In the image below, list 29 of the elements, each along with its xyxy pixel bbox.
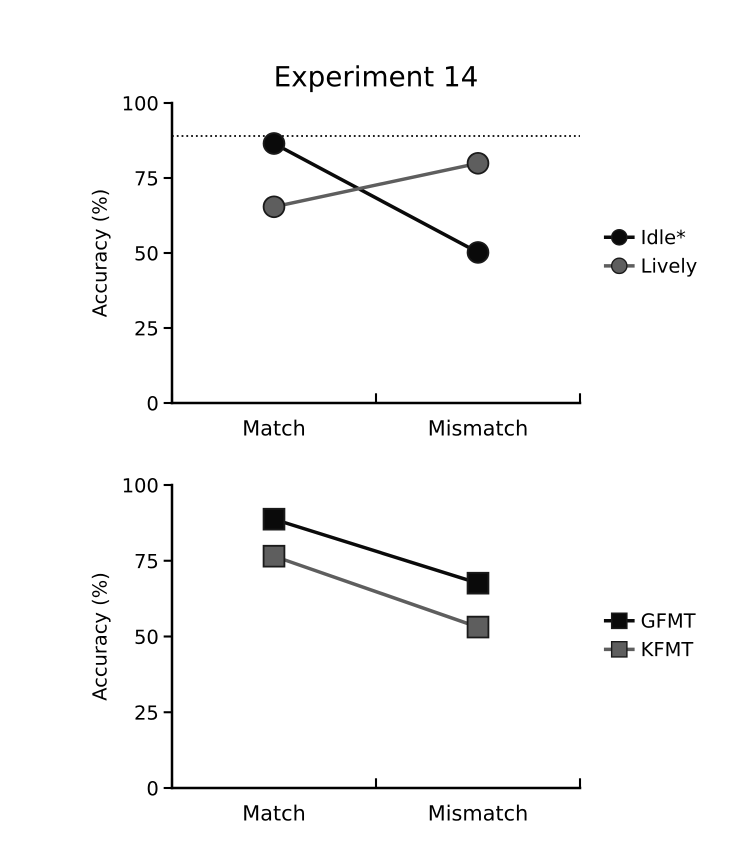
y-tick-label: 75 (136, 171, 158, 186)
x-tick-label: Mismatch (430, 804, 526, 821)
point (262, 544, 286, 568)
y-tick-label: 0 (148, 396, 158, 411)
y-tick-label: 0 (148, 780, 158, 796)
x-tick-label: Match (244, 420, 304, 436)
point (466, 616, 490, 638)
point (466, 572, 490, 594)
point (262, 508, 286, 531)
y-axis-title: Accuracy (%) (92, 574, 111, 701)
y-tick-label: 25 (135, 320, 158, 336)
y-tick-label: 50 (136, 629, 158, 644)
point (466, 241, 490, 264)
y-tick-label: 25 (135, 705, 158, 720)
y-tick-label: 50 (136, 246, 158, 261)
legend-label: Lively (642, 258, 697, 277)
point (466, 152, 490, 175)
x-tick-label: Mismatch (430, 420, 526, 436)
legend-label: KFMT (642, 642, 694, 656)
y-tick-label: 75 (136, 554, 158, 568)
point (262, 132, 286, 155)
legend-label: GFMT (642, 613, 696, 628)
y-tick-label: 100 (124, 478, 158, 493)
chart-title: Experiment 14 (276, 65, 477, 92)
x-tick-label: Match (244, 804, 304, 821)
y-axis-title: Accuracy (%) (92, 190, 111, 318)
y-tick-label: 100 (124, 96, 158, 111)
point (262, 195, 286, 218)
legend-label: Idle* (642, 229, 686, 244)
